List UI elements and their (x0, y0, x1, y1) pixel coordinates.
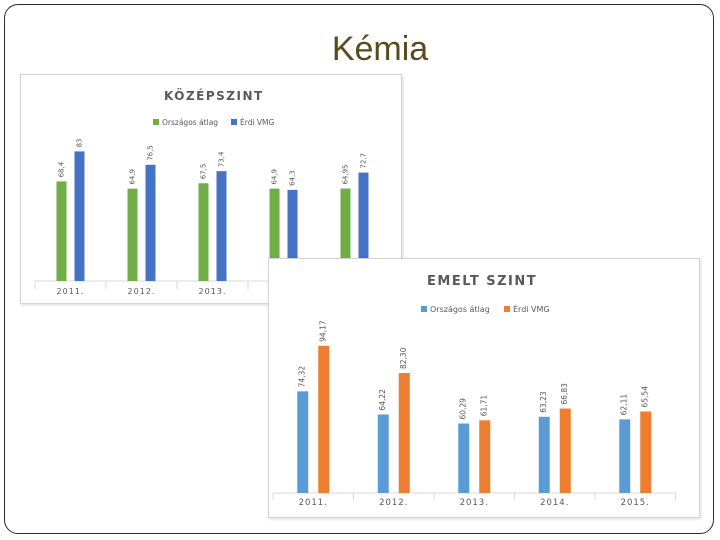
bar (287, 189, 298, 281)
bar (56, 181, 67, 281)
bar (127, 188, 138, 281)
bar (538, 416, 550, 493)
data-label: 63,23 (539, 391, 548, 413)
data-label: 82,30 (399, 347, 408, 369)
bar (377, 414, 389, 493)
data-label: 64,95 (342, 164, 350, 184)
x-tick-label: 2012. (379, 498, 408, 508)
data-label: 76,5 (147, 145, 155, 161)
bar (145, 164, 156, 281)
legend-swatch (231, 119, 237, 125)
x-tick-label: 2015. (621, 498, 650, 508)
legend-swatch (153, 119, 159, 125)
bar (318, 345, 330, 493)
x-tick-label: 2011. (299, 498, 328, 508)
bar (619, 419, 631, 493)
data-label: 64,9 (129, 169, 137, 185)
data-label: 68,4 (58, 161, 66, 177)
data-label: 65,54 (641, 386, 650, 408)
chart-panel-kozepszint: KÖZÉPSZINT Országos átlag Érdi VMG 68,4 83 20… (20, 74, 402, 304)
x-tick-label: 2013. (199, 287, 227, 296)
data-label: 94,17 (319, 320, 328, 342)
data-label: 83 (76, 138, 84, 147)
chart-panel-emelt-szint: EMELT SZINT Országos átlag Érdi VMG 74,32 94… (268, 258, 700, 518)
data-label: 64,9 (271, 169, 279, 185)
x-tick-label: 2011. (57, 287, 85, 296)
bar (297, 391, 309, 493)
bar (198, 183, 209, 281)
data-label: 62,11 (620, 394, 629, 416)
data-label: 74,32 (298, 366, 307, 388)
legend-label: Országos átlag (162, 118, 218, 127)
bar (340, 188, 351, 281)
x-tick-label: 2013. (460, 498, 489, 508)
data-label: 66,83 (560, 383, 569, 405)
legend-label: Érdi VMG (513, 303, 550, 314)
x-tick-label: 2012. (128, 287, 156, 296)
chart-kozepszint: KÖZÉPSZINT Országos átlag Érdi VMG 68,4 83 20… (34, 88, 391, 296)
legend-swatch (504, 306, 510, 312)
bar (398, 373, 410, 493)
bar (269, 188, 280, 281)
legend-label: Érdi VMG (240, 118, 275, 127)
data-label: 61,71 (480, 395, 489, 417)
chart-title: KÖZÉPSZINT (164, 88, 264, 103)
legend-swatch (421, 306, 427, 312)
bar (358, 172, 369, 281)
bar (458, 423, 470, 493)
x-tick-label: 2014. (540, 498, 569, 508)
data-label: 64,3 (289, 170, 297, 186)
data-label: 64,22 (378, 389, 387, 411)
data-label: 67,5 (200, 164, 208, 180)
data-label: 60,29 (459, 398, 468, 420)
legend-label: Országos átlag (430, 305, 490, 314)
bar (216, 171, 227, 281)
bar (74, 151, 85, 281)
data-label: 72,7 (360, 153, 368, 169)
chart-emelt-szint: EMELT SZINT Országos átlag Érdi VMG 74,32 94… (272, 274, 676, 508)
data-label: 73,4 (218, 151, 226, 167)
bar (640, 411, 652, 493)
bar (479, 420, 491, 493)
bar (559, 408, 571, 493)
chart-title: EMELT SZINT (427, 274, 537, 289)
slide-title: Kémia (331, 30, 429, 68)
